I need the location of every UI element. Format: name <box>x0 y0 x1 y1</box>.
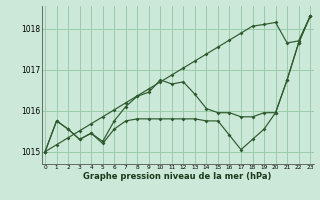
X-axis label: Graphe pression niveau de la mer (hPa): Graphe pression niveau de la mer (hPa) <box>84 172 272 181</box>
